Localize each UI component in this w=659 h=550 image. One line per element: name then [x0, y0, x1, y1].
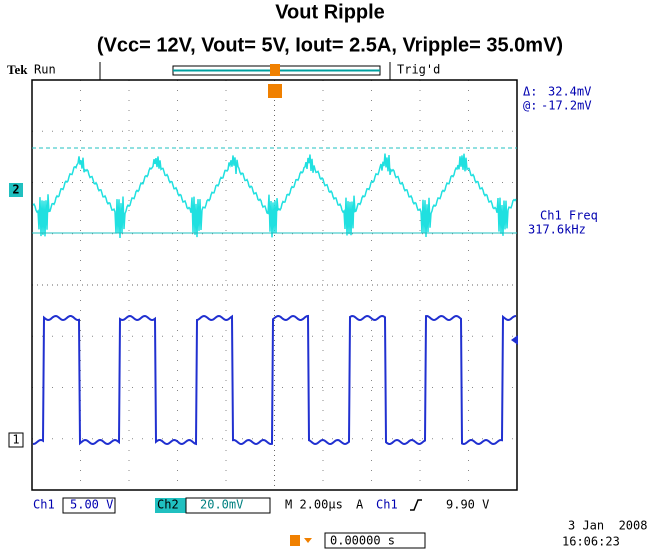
- ch2-trace: [32, 153, 517, 239]
- box: [185, 497, 271, 514]
- ch2-scale: 20.0mV: [200, 498, 243, 512]
- measurement-label: Ch1 Freq: [540, 209, 598, 223]
- ch2-label-bg: [155, 498, 186, 513]
- trigger-marker: [268, 84, 282, 98]
- trigger-position-marker: [270, 64, 280, 76]
- ch1-scale: 5.00 V: [70, 498, 113, 512]
- trigger-position: 0.00000 s: [330, 534, 395, 548]
- trigger-source: Ch1: [376, 498, 398, 512]
- ch2-marker-box: [9, 183, 23, 197]
- ch1-marker: 1: [12, 433, 19, 447]
- trigger-icon: [290, 535, 300, 546]
- ch1-label: Ch1: [33, 498, 55, 512]
- time: 16:06:23: [562, 535, 620, 549]
- box: [62, 497, 116, 514]
- graticule: [31, 79, 518, 491]
- measurement-value: 317.6kHz: [528, 223, 586, 237]
- delta-value: 32.4mV: [548, 85, 591, 99]
- edge-icon: [410, 499, 422, 511]
- position-label: @:: [523, 99, 537, 113]
- ch1-marker-box: [8, 432, 24, 448]
- brand: Tek: [7, 62, 28, 77]
- trigger-level-marker: [511, 335, 518, 345]
- ch2-label: Ch2: [157, 498, 179, 512]
- graticule-border: [31, 79, 518, 491]
- title: Vout Ripple: [275, 1, 385, 23]
- trigger-level: 9.90 V: [446, 498, 489, 512]
- ch1-trace: [32, 314, 517, 446]
- trigger-state: Trig'd: [397, 63, 440, 77]
- timebase: M 2.00µs: [285, 498, 343, 512]
- trigger-mode: A: [356, 498, 364, 512]
- run-state: Run: [34, 63, 56, 77]
- arrow-icon: [304, 538, 312, 543]
- delta-label: Δ:: [523, 85, 537, 99]
- position-value: -17.2mV: [541, 99, 592, 113]
- ch2-marker: 2: [12, 183, 19, 197]
- date: 3 Jan 2008: [568, 519, 647, 533]
- subtitle: (Vcc= 12V, Vout= 5V, Iout= 2.5A, Vripple…: [97, 34, 563, 56]
- box: [324, 532, 426, 549]
